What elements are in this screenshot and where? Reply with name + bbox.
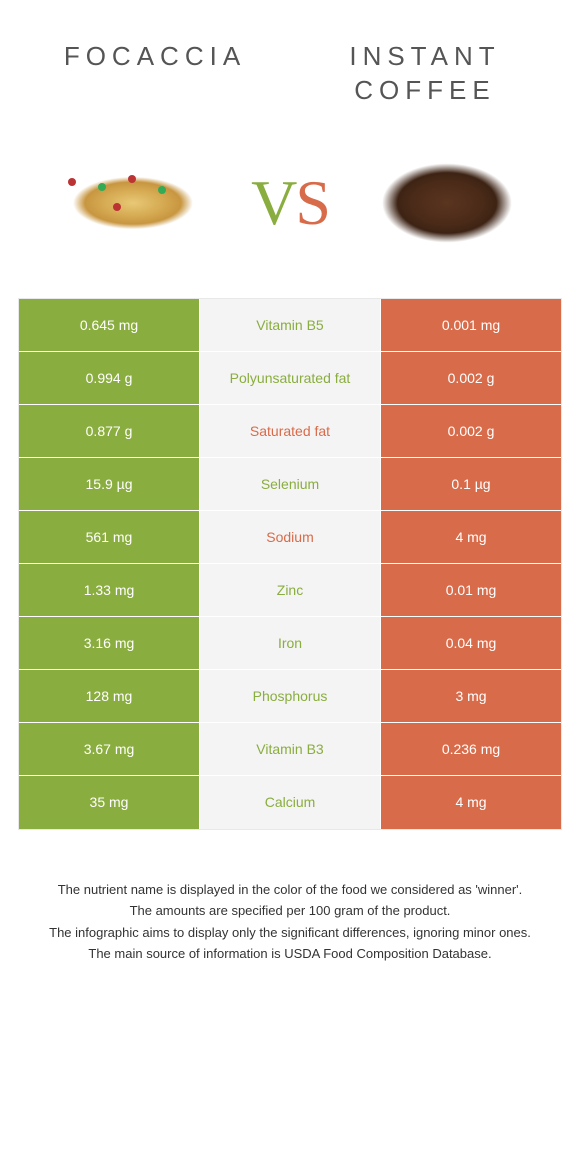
right-value: 0.002 g: [381, 352, 561, 404]
left-value: 128 mg: [19, 670, 200, 722]
nutrient-name: Polyunsaturated fat: [200, 352, 381, 404]
right-value: 0.01 mg: [381, 564, 561, 616]
images-row: VS: [0, 118, 580, 298]
coffee-image: [352, 138, 542, 268]
left-value: 0.877 g: [19, 405, 200, 457]
table-row: 35 mgCalcium4 mg: [19, 776, 561, 829]
header: FOCACCIA INSTANT COFFEE: [0, 0, 580, 118]
left-value: 561 mg: [19, 511, 200, 563]
nutrient-name: Iron: [200, 617, 381, 669]
footer-line-3: The infographic aims to display only the…: [30, 923, 550, 943]
right-food-title: INSTANT COFFEE: [290, 40, 560, 108]
right-value: 4 mg: [381, 511, 561, 563]
left-value: 0.645 mg: [19, 299, 200, 351]
vs-s: S: [295, 167, 329, 238]
right-value: 3 mg: [381, 670, 561, 722]
footer-line-2: The amounts are specified per 100 gram o…: [30, 901, 550, 921]
nutrient-name: Vitamin B5: [200, 299, 381, 351]
table-row: 128 mgPhosphorus3 mg: [19, 670, 561, 723]
table-row: 3.16 mgIron0.04 mg: [19, 617, 561, 670]
right-value: 4 mg: [381, 776, 561, 829]
left-value: 15.9 µg: [19, 458, 200, 510]
table-row: 3.67 mgVitamin B30.236 mg: [19, 723, 561, 776]
nutrient-name: Phosphorus: [200, 670, 381, 722]
left-value: 35 mg: [19, 776, 200, 829]
left-value: 0.994 g: [19, 352, 200, 404]
left-value: 1.33 mg: [19, 564, 200, 616]
nutrient-name: Sodium: [200, 511, 381, 563]
nutrient-table: 0.645 mgVitamin B50.001 mg0.994 gPolyuns…: [18, 298, 562, 830]
table-row: 15.9 µgSelenium0.1 µg: [19, 458, 561, 511]
right-value: 0.04 mg: [381, 617, 561, 669]
left-food-title: FOCACCIA: [20, 40, 290, 74]
nutrient-name: Saturated fat: [200, 405, 381, 457]
nutrient-name: Selenium: [200, 458, 381, 510]
right-food-title-col: INSTANT COFFEE: [290, 40, 560, 108]
right-value: 0.001 mg: [381, 299, 561, 351]
table-row: 0.645 mgVitamin B50.001 mg: [19, 299, 561, 352]
left-image-col: [15, 158, 251, 248]
right-value: 0.236 mg: [381, 723, 561, 775]
left-food-title-col: FOCACCIA: [20, 40, 290, 74]
right-value: 0.1 µg: [381, 458, 561, 510]
nutrient-name: Calcium: [200, 776, 381, 829]
focaccia-image: [48, 158, 218, 248]
left-value: 3.16 mg: [19, 617, 200, 669]
footer-line-1: The nutrient name is displayed in the co…: [30, 880, 550, 900]
left-value: 3.67 mg: [19, 723, 200, 775]
right-image-col: [329, 138, 565, 268]
table-row: 561 mgSodium4 mg: [19, 511, 561, 564]
nutrient-name: Zinc: [200, 564, 381, 616]
footer-line-4: The main source of information is USDA F…: [30, 944, 550, 964]
vs-v: V: [251, 167, 295, 238]
nutrient-name: Vitamin B3: [200, 723, 381, 775]
footer-notes: The nutrient name is displayed in the co…: [0, 830, 580, 986]
table-row: 1.33 mgZinc0.01 mg: [19, 564, 561, 617]
right-value: 0.002 g: [381, 405, 561, 457]
table-row: 0.994 gPolyunsaturated fat0.002 g: [19, 352, 561, 405]
vs-label: VS: [251, 166, 329, 240]
table-row: 0.877 gSaturated fat0.002 g: [19, 405, 561, 458]
